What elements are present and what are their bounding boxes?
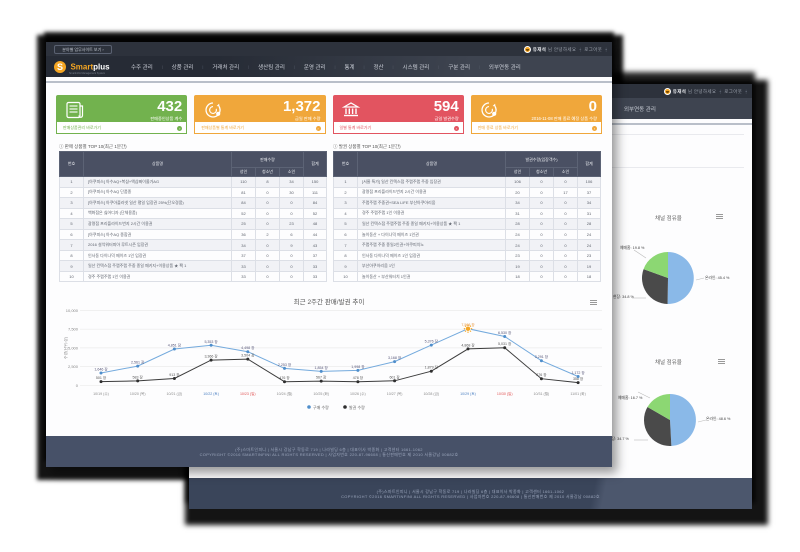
svg-text:11/01 (화): 11/01 (화) bbox=[570, 391, 585, 396]
svg-text:601 장: 601 장 bbox=[389, 374, 400, 379]
svg-text:501 장: 501 장 bbox=[96, 375, 107, 380]
svg-text:10/31 (월): 10/31 (월) bbox=[534, 391, 550, 396]
svg-text:3,168 장: 3,168 장 bbox=[388, 355, 402, 360]
svg-text:358 장: 358 장 bbox=[573, 376, 584, 381]
svg-text:10,000: 10,000 bbox=[66, 308, 79, 313]
svg-text:10/20 (목): 10/20 (목) bbox=[130, 392, 146, 396]
svg-text:10/30 (일): 10/30 (일) bbox=[497, 391, 513, 396]
svg-text:1,646 장: 1,646 장 bbox=[94, 367, 108, 372]
svg-text:10/21 (금): 10/21 (금) bbox=[167, 392, 183, 396]
svg-text:0: 0 bbox=[76, 383, 79, 388]
svg-text:2,561 장: 2,561 장 bbox=[131, 360, 145, 365]
svg-text:5,353 장: 5,353 장 bbox=[204, 339, 218, 344]
svg-text:4,868 장: 4,868 장 bbox=[461, 342, 475, 347]
svg-text:2,500: 2,500 bbox=[68, 364, 79, 369]
svg-text:4,851 장: 4,851 장 bbox=[168, 343, 182, 348]
svg-text:3,291 장: 3,291 장 bbox=[535, 354, 549, 359]
svg-text:7,568 장: 7,568 장 bbox=[461, 322, 475, 327]
svg-text:913 장: 913 장 bbox=[169, 372, 180, 377]
svg-text:발권 수량: 발권 수량 bbox=[349, 404, 365, 410]
svg-text:10/27 (목): 10/27 (목) bbox=[387, 392, 403, 396]
svg-text:1,172 장: 1,172 장 bbox=[571, 370, 585, 375]
svg-text:4,498 장: 4,498 장 bbox=[241, 345, 255, 350]
svg-text:1,854 장: 1,854 장 bbox=[315, 365, 329, 370]
svg-text:5,376 장: 5,376 장 bbox=[425, 339, 439, 344]
svg-text:수량(단위:장): 수량(단위:장) bbox=[64, 336, 68, 359]
svg-text:876 장: 876 장 bbox=[536, 372, 547, 377]
svg-text:10/28 (금): 10/28 (금) bbox=[423, 392, 439, 396]
svg-text:1,879 장: 1,879 장 bbox=[425, 365, 439, 370]
svg-text:10/22 (토): 10/22 (토) bbox=[203, 392, 219, 396]
svg-text:3,366 장: 3,366 장 bbox=[204, 354, 218, 359]
svg-text:5,031 장: 5,031 장 bbox=[498, 341, 512, 346]
svg-text:10/26 (수): 10/26 (수) bbox=[350, 391, 366, 396]
svg-text:10/24 (월): 10/24 (월) bbox=[277, 391, 293, 396]
svg-text:583 장: 583 장 bbox=[133, 374, 144, 379]
svg-text:3,504 장: 3,504 장 bbox=[241, 353, 255, 358]
svg-text:478 장: 478 장 bbox=[353, 375, 364, 380]
svg-text:7,500: 7,500 bbox=[68, 327, 79, 332]
svg-text:10/23 (일): 10/23 (일) bbox=[240, 391, 256, 396]
svg-text:2,253 장: 2,253 장 bbox=[278, 362, 292, 367]
svg-text:6,530 장: 6,530 장 bbox=[498, 330, 512, 335]
svg-text:5,000: 5,000 bbox=[68, 345, 79, 350]
svg-text:567 장: 567 장 bbox=[316, 375, 327, 380]
svg-text:1,998 장: 1,998 장 bbox=[351, 364, 365, 369]
svg-text:구매 수량: 구매 수량 bbox=[313, 404, 329, 410]
svg-text:10/25 (화): 10/25 (화) bbox=[313, 391, 329, 396]
svg-text:476 장: 476 장 bbox=[279, 375, 290, 380]
svg-text:10/29 (토): 10/29 (토) bbox=[460, 392, 476, 396]
svg-text:10/19 (수): 10/19 (수) bbox=[93, 391, 109, 396]
